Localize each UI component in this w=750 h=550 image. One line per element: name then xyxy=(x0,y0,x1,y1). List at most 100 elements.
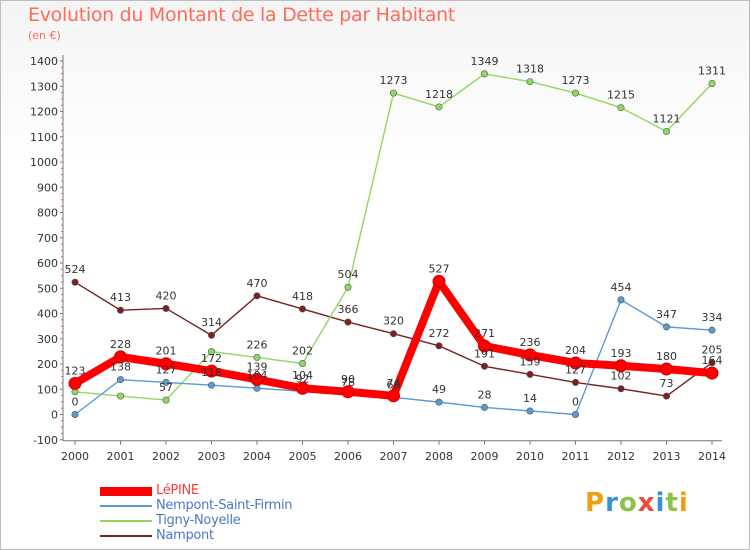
logo-letter: P xyxy=(585,488,606,518)
data-label: 320 xyxy=(383,315,404,328)
x-tick-label: 2008 xyxy=(425,450,453,463)
data-point xyxy=(389,330,397,338)
y-tick-label: 500 xyxy=(37,282,58,295)
data-point xyxy=(205,364,218,378)
data-label: 1215 xyxy=(607,89,635,102)
data-label: 104 xyxy=(247,369,268,382)
legend-label: Nampont xyxy=(156,528,214,543)
data-label: 524 xyxy=(65,263,86,276)
y-tick-label: 1000 xyxy=(30,156,58,169)
data-label: 347 xyxy=(656,308,677,321)
data-point xyxy=(708,359,716,367)
data-label: 138 xyxy=(110,361,131,374)
data-label: 1121 xyxy=(653,112,681,125)
data-point xyxy=(662,323,670,331)
y-tick-label: 1300 xyxy=(30,80,58,93)
x-tick-label: 2013 xyxy=(653,450,681,463)
data-label: 420 xyxy=(156,289,177,302)
data-point xyxy=(569,356,582,370)
x-tick-label: 2012 xyxy=(607,450,635,463)
data-point xyxy=(162,378,170,386)
data-point xyxy=(617,104,625,112)
y-tick-label: 1200 xyxy=(30,106,58,119)
legend-swatch xyxy=(100,520,152,522)
logo-letter: t xyxy=(665,488,679,518)
y-tick-label: 600 xyxy=(37,257,58,270)
data-point xyxy=(250,372,264,386)
data-label: 366 xyxy=(338,303,359,316)
data-point xyxy=(571,410,579,418)
y-tick-label: 800 xyxy=(37,207,58,220)
data-label: 159 xyxy=(520,355,541,368)
data-label: 180 xyxy=(656,350,677,363)
data-label: 123 xyxy=(65,364,86,377)
data-point xyxy=(526,407,534,415)
x-tick-label: 2003 xyxy=(198,450,226,463)
data-point xyxy=(526,370,534,378)
data-label: 172 xyxy=(201,352,222,365)
data-label: 116 xyxy=(201,366,222,379)
data-point xyxy=(162,304,170,312)
data-point xyxy=(480,70,488,78)
legend-label: LéPINE xyxy=(156,483,199,498)
data-point xyxy=(478,339,491,353)
data-point xyxy=(71,278,79,286)
x-tick-label: 2000 xyxy=(61,450,89,463)
chart-unit-label: (en €) xyxy=(28,29,61,42)
data-point xyxy=(526,78,534,86)
legend-label: Tigny-Noyelle xyxy=(156,513,241,528)
data-point xyxy=(571,89,579,97)
data-point xyxy=(253,292,261,300)
x-tick-label: 2005 xyxy=(289,450,317,463)
data-point xyxy=(341,385,355,399)
data-point xyxy=(617,296,625,304)
data-label: 127 xyxy=(156,363,177,376)
data-point xyxy=(571,378,579,386)
data-label: 191 xyxy=(474,347,495,360)
data-label: 78 xyxy=(341,376,355,389)
data-label: 0 xyxy=(572,396,579,409)
data-label: 1349 xyxy=(471,55,499,68)
data-point xyxy=(68,376,82,390)
data-point xyxy=(432,274,446,288)
y-tick-label: 100 xyxy=(37,383,58,396)
logo-letter: r xyxy=(605,488,619,518)
logo-letter: o xyxy=(618,488,638,518)
data-label: 28 xyxy=(478,388,492,401)
data-label: 314 xyxy=(201,316,222,329)
data-label: 14 xyxy=(523,392,537,405)
data-point xyxy=(614,359,628,373)
data-label: 92 xyxy=(296,372,310,385)
data-point xyxy=(344,318,352,326)
y-tick-label: 400 xyxy=(37,308,58,321)
data-point xyxy=(71,410,79,418)
data-label: 236 xyxy=(520,336,541,349)
logo-letter: i xyxy=(655,488,666,518)
data-label: 204 xyxy=(565,344,586,357)
data-label: 1273 xyxy=(380,74,408,87)
data-label: 127 xyxy=(565,363,586,376)
data-point xyxy=(387,389,400,403)
data-point xyxy=(617,385,625,393)
y-tick-label: 0 xyxy=(51,409,58,422)
data-label: 202 xyxy=(292,344,313,357)
y-tick-label: 1100 xyxy=(30,131,58,144)
data-point xyxy=(159,357,173,371)
data-point xyxy=(208,331,216,339)
data-point xyxy=(117,392,125,400)
x-tick-label: 2010 xyxy=(516,450,544,463)
data-point xyxy=(298,359,306,367)
y-tick-label: 1400 xyxy=(30,55,58,68)
x-tick-label: 2009 xyxy=(471,450,499,463)
data-label: 470 xyxy=(247,277,268,290)
x-tick-label: 2002 xyxy=(152,450,180,463)
x-tick-label: 2014 xyxy=(698,450,726,463)
data-point xyxy=(253,353,261,361)
data-label: 164 xyxy=(702,354,723,367)
x-tick-label: 2004 xyxy=(243,450,271,463)
data-point xyxy=(480,403,488,411)
data-point xyxy=(296,381,309,395)
data-point xyxy=(435,398,443,406)
